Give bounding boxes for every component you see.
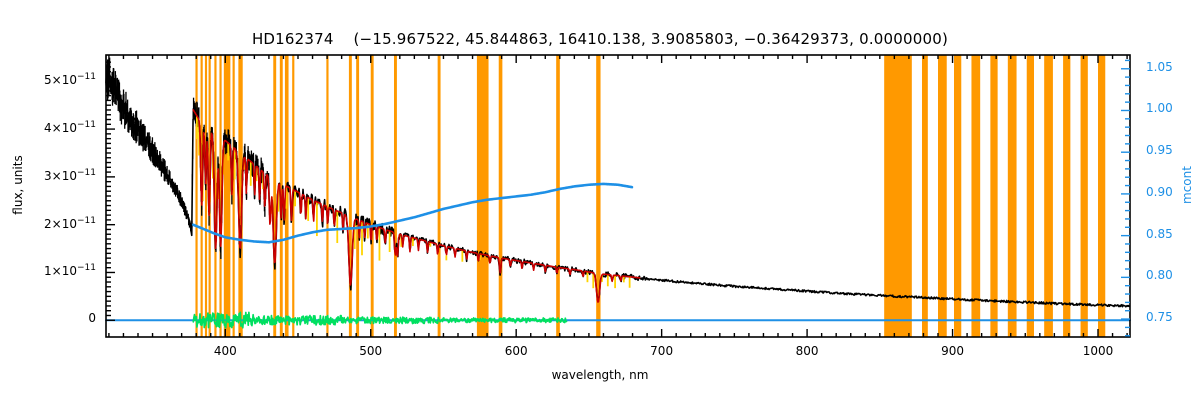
y-axis-ticks-left [106, 61, 115, 321]
mask-band [954, 55, 962, 337]
y-axis-ticks-right [1121, 59, 1130, 337]
mask-band [232, 55, 235, 337]
y-tick-label-left: 4×10−11 [44, 120, 96, 136]
mask-band [498, 55, 503, 337]
mask-band [238, 55, 243, 337]
x-axis-ticks [108, 55, 1128, 337]
mask-band [556, 55, 560, 337]
y-tick-label-left: 0 [88, 311, 96, 326]
mask-band [356, 55, 360, 337]
mask-band [219, 55, 222, 337]
y-tick-label-left: 2×10−11 [44, 215, 96, 231]
mask-band [1026, 55, 1034, 337]
mask-band [348, 55, 352, 337]
x-tick-label: 500 [359, 344, 383, 358]
masked-regions-group [195, 55, 1106, 337]
x-tick-label: 1000 [1082, 344, 1114, 358]
mask-band [326, 55, 329, 337]
mask-band [1007, 55, 1017, 337]
mask-band [1063, 55, 1071, 337]
mask-band [204, 55, 208, 337]
mask-band [922, 55, 928, 337]
mask-band [938, 55, 947, 337]
residual-trace [192, 311, 568, 329]
y-tick-label-left: 3×10−11 [44, 167, 96, 183]
mask-band [971, 55, 981, 337]
mask-band [476, 55, 489, 337]
mask-band [370, 55, 374, 337]
y-tick-label-right: 0.90 [1146, 184, 1173, 199]
y-tick-label-right: 0.85 [1146, 226, 1173, 241]
y-tick-label-left: 5×10−11 [44, 72, 96, 88]
x-tick-label: 400 [213, 344, 237, 358]
y-tick-label-right: 0.95 [1146, 143, 1173, 158]
x-tick-label: 600 [504, 344, 528, 358]
mask-band [1044, 55, 1053, 337]
mask-band [596, 55, 601, 337]
mask-band [195, 55, 198, 337]
model-spectrum [192, 109, 641, 303]
mask-band [884, 55, 912, 337]
mask-band [273, 55, 277, 337]
y-tick-label-right: 0.75 [1146, 310, 1173, 325]
x-tick-label: 700 [650, 344, 674, 358]
x-tick-label: 900 [941, 344, 964, 358]
mask-band [279, 55, 283, 337]
y-tick-label-left: 1×10−11 [44, 263, 96, 279]
mask-band [223, 55, 231, 337]
continuum-curve [191, 182, 634, 244]
mask-band [1098, 55, 1106, 337]
mask-band [394, 55, 397, 337]
y-tick-label-right: 1.05 [1146, 59, 1173, 74]
mask-band [990, 55, 998, 337]
x-axis-label: wavelength, nm [551, 368, 649, 382]
mask-band [437, 55, 441, 337]
plot-title: HD162374 (−15.967522, 45.844863, 16410.1… [251, 30, 949, 48]
y-tick-label-right: 1.00 [1146, 101, 1173, 116]
mask-band [1080, 55, 1088, 337]
y-tick-label-right: 0.80 [1146, 268, 1173, 283]
x-tick-label: 800 [795, 344, 819, 358]
mask-band [214, 55, 217, 337]
